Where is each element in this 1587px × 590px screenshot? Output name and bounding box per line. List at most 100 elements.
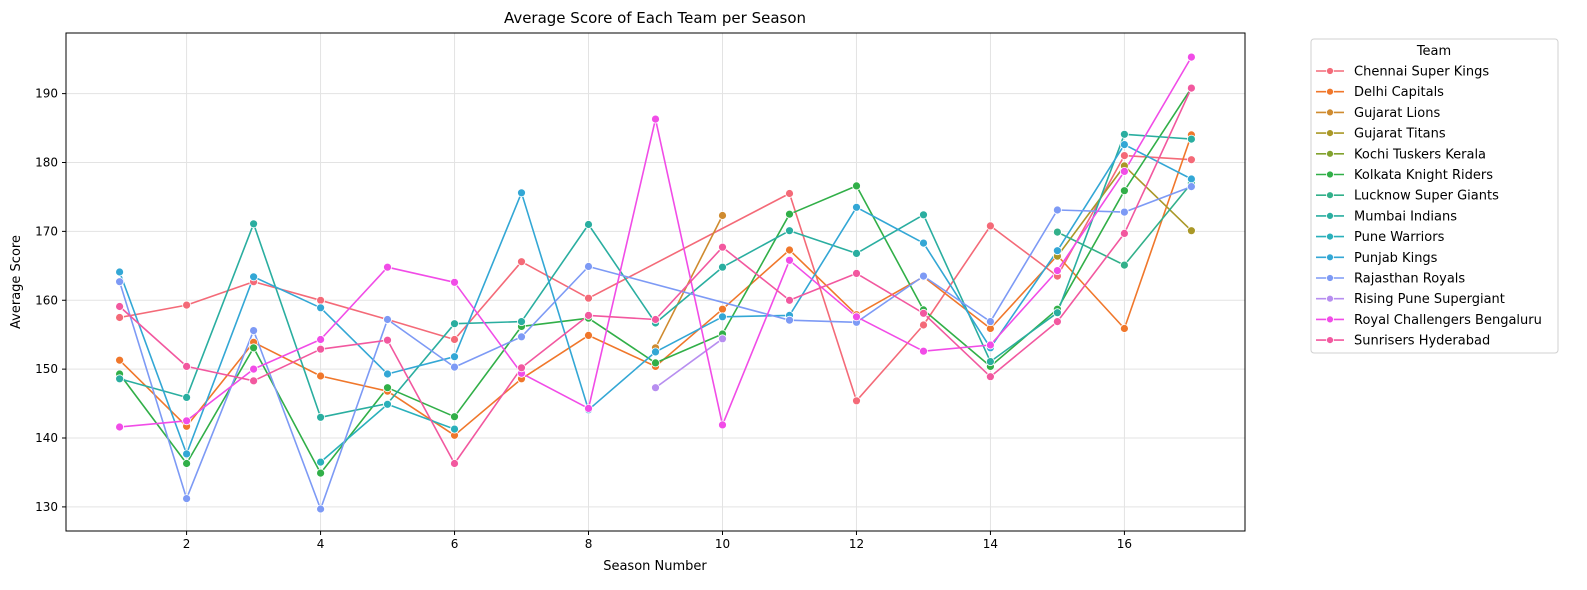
data-point <box>1187 182 1196 192</box>
legend-label: Rajasthan Royals <box>1354 272 1465 287</box>
data-point <box>517 332 526 342</box>
data-point <box>1120 151 1129 161</box>
data-point <box>1053 227 1062 237</box>
data-point <box>450 424 459 434</box>
x-axis: 2 4 6 8 10 12 14 16 <box>183 531 1132 551</box>
data-point <box>919 320 928 330</box>
data-point <box>852 202 861 212</box>
series-line <box>655 338 723 389</box>
y-tick-label: 170 <box>35 224 58 238</box>
data-point <box>182 459 192 468</box>
data-point <box>383 399 392 409</box>
data-point <box>785 295 794 305</box>
grid <box>66 33 1245 531</box>
data-point <box>785 226 794 236</box>
data-point <box>115 313 124 322</box>
data-point <box>785 209 794 219</box>
data-point <box>986 372 995 382</box>
legend-label: Gujarat Lions <box>1354 106 1440 121</box>
legend-label: Kochi Tuskers Kerala <box>1354 147 1486 162</box>
legend-title: Team <box>1416 44 1451 59</box>
data-point <box>115 302 124 311</box>
data-point <box>450 277 459 287</box>
data-point <box>316 504 326 514</box>
data-point <box>651 358 660 368</box>
data-point <box>919 308 928 318</box>
data-point <box>718 304 727 314</box>
data-point <box>1187 226 1196 236</box>
x-tick-label: 16 <box>1117 537 1132 551</box>
data-point <box>316 412 326 422</box>
data-point <box>383 369 392 379</box>
data-point <box>852 268 861 278</box>
legend-label: Royal Challengers Bengaluru <box>1354 313 1542 328</box>
data-point <box>1120 129 1129 139</box>
x-tick-label: 2 <box>183 537 191 551</box>
data-point <box>785 189 794 198</box>
data-point <box>785 245 794 255</box>
data-point <box>986 221 995 231</box>
data-point <box>1053 205 1062 215</box>
data-point <box>450 352 459 362</box>
data-point <box>383 335 392 345</box>
chart-title: Average Score of Each Team per Season <box>504 9 806 27</box>
series-line <box>118 87 1193 474</box>
legend-marker <box>1326 108 1334 117</box>
data-point <box>517 363 526 373</box>
data-point <box>785 255 794 265</box>
data-point <box>852 181 861 191</box>
data-point <box>919 271 928 281</box>
data-point <box>718 262 727 272</box>
data-point <box>182 392 192 402</box>
data-point <box>986 357 995 367</box>
data-point <box>249 364 259 374</box>
data-point <box>651 315 660 324</box>
data-point <box>1053 308 1062 318</box>
data-point <box>852 312 861 322</box>
data-point <box>450 412 459 422</box>
data-point <box>450 319 459 329</box>
data-point <box>1120 260 1129 270</box>
data-point <box>1120 186 1129 196</box>
data-point <box>718 334 727 344</box>
x-tick-label: 14 <box>983 537 998 551</box>
data-point <box>450 362 459 372</box>
legend-marker <box>1326 336 1334 345</box>
data-point <box>182 416 192 426</box>
data-point <box>115 355 124 365</box>
data-point <box>249 376 259 386</box>
data-point <box>115 374 124 384</box>
x-tick-label: 10 <box>715 537 730 551</box>
data-point <box>651 114 660 124</box>
data-point <box>1187 52 1196 62</box>
x-tick-label: 4 <box>317 537 325 551</box>
data-point <box>584 220 593 229</box>
data-point <box>249 272 259 282</box>
data-point <box>1187 174 1196 184</box>
data-point <box>517 257 526 267</box>
y-tick-label: 140 <box>35 431 58 445</box>
data-point <box>316 457 326 467</box>
legend-marker <box>1326 294 1334 303</box>
data-point <box>249 219 259 229</box>
legend-label: Rising Pune Supergiant <box>1354 292 1505 307</box>
legend-frame <box>1310 38 1559 354</box>
y-tick-label: 130 <box>35 500 58 514</box>
data-point <box>718 312 727 322</box>
data-point <box>852 396 861 406</box>
legend: Team Chennai Super Kings Delhi Capitals Gu… <box>1310 38 1559 354</box>
data-point <box>316 371 326 381</box>
data-point <box>584 262 593 271</box>
data-point <box>1120 166 1129 176</box>
data-point <box>316 295 326 305</box>
data-point <box>986 317 995 327</box>
data-point <box>785 315 794 325</box>
data-point <box>517 317 526 327</box>
data-point <box>249 343 259 353</box>
plot-frame <box>65 32 1246 532</box>
legend-marker <box>1326 253 1334 262</box>
data-point <box>718 211 727 220</box>
x-tick-label: 12 <box>849 537 864 551</box>
y-tick-label: 180 <box>35 155 58 169</box>
data-point <box>718 242 727 252</box>
